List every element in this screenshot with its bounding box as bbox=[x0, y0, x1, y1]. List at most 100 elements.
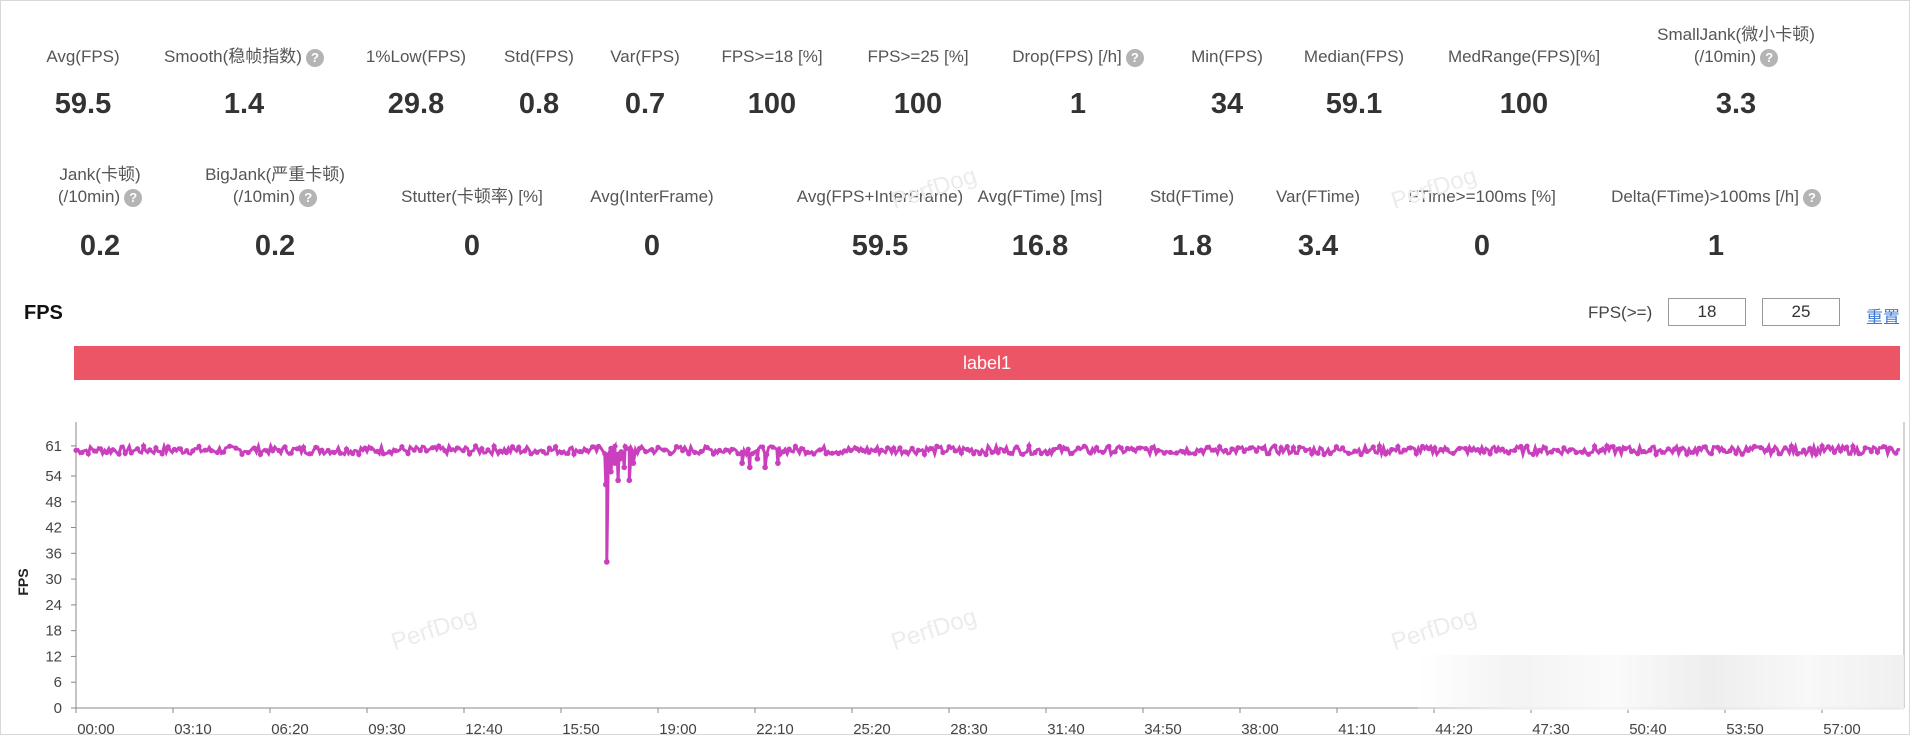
stat-label-unit: (/10min)? bbox=[0, 186, 230, 208]
stat-stats_row2-2: Stutter(卡顿率) [%] 0 bbox=[342, 164, 602, 270]
fps-dip-point bbox=[621, 464, 627, 471]
help-icon[interactable]: ? bbox=[1802, 188, 1821, 207]
fps-point bbox=[1856, 451, 1862, 457]
fps-point bbox=[872, 447, 878, 454]
fps-point bbox=[1813, 451, 1819, 457]
fps-point bbox=[673, 444, 680, 450]
fps-point bbox=[1364, 448, 1370, 454]
fps-point bbox=[1044, 451, 1050, 457]
fps-point bbox=[485, 447, 491, 453]
fps-point bbox=[1450, 450, 1456, 456]
stat-stats_row1-9: Median(FPS) 59.1 bbox=[1224, 24, 1484, 128]
fps-threshold-high-input[interactable] bbox=[1762, 298, 1840, 326]
stat-value: 3.3 bbox=[1715, 88, 1757, 120]
fps-point bbox=[497, 448, 503, 454]
fps-point bbox=[411, 447, 417, 453]
fps-point bbox=[729, 446, 735, 452]
help-icon[interactable]: ? bbox=[1125, 48, 1144, 67]
help-icon[interactable]: ? bbox=[124, 188, 143, 207]
fps-point bbox=[221, 449, 227, 455]
stat-stats_row1-8: Min(FPS) 34 bbox=[1097, 24, 1357, 128]
stat-label: MedRange(FPS)[%] bbox=[1447, 47, 1601, 66]
fps-point bbox=[1124, 445, 1130, 451]
fps-point bbox=[1192, 451, 1198, 457]
fps-point bbox=[1530, 451, 1536, 457]
x-tick-label: 41:10 bbox=[1338, 721, 1376, 735]
x-tick-label: 53:50 bbox=[1726, 721, 1764, 735]
fps-point bbox=[1881, 444, 1887, 450]
reset-button[interactable]: 重置 bbox=[1866, 308, 1900, 327]
stat-value: 100 bbox=[1499, 88, 1549, 120]
stat-stats_row2-5: Avg(FTime) [ms] 16.8 bbox=[910, 164, 1170, 270]
fps-point bbox=[1592, 443, 1598, 449]
fps-point bbox=[686, 451, 692, 457]
y-axis-label: FPS bbox=[15, 568, 31, 595]
fps-threshold-label: FPS(>=) bbox=[1588, 303, 1653, 322]
y-tick-label: 30 bbox=[45, 571, 62, 588]
fps-point bbox=[1229, 446, 1235, 452]
fps-point bbox=[934, 443, 940, 449]
fps-point bbox=[553, 444, 559, 450]
fps-point bbox=[1788, 443, 1794, 449]
fps-point bbox=[1007, 450, 1014, 456]
fps-point bbox=[1549, 449, 1555, 455]
stat-label: Median(FPS) bbox=[1303, 47, 1405, 66]
stat-value: 29.8 bbox=[387, 88, 445, 120]
fps-point bbox=[307, 451, 313, 457]
stat-label: Stutter(卡顿率) [%] bbox=[401, 187, 543, 206]
fps-point bbox=[1100, 449, 1106, 455]
fps-point bbox=[1210, 447, 1216, 453]
stat-label: Var(FPS) bbox=[610, 47, 680, 66]
help-icon[interactable]: ? bbox=[299, 188, 318, 207]
stat-label: BigJank(严重卡顿) bbox=[205, 165, 345, 184]
fps-point bbox=[829, 450, 835, 456]
fps-point bbox=[835, 450, 842, 457]
fps-dip-point bbox=[612, 460, 618, 466]
fps-point bbox=[1278, 445, 1284, 451]
fps-threshold-low-input[interactable] bbox=[1668, 298, 1746, 326]
fps-point bbox=[760, 444, 766, 450]
fps-point bbox=[878, 447, 885, 453]
fps-point bbox=[448, 447, 454, 453]
fps-point bbox=[362, 445, 368, 451]
fps-point bbox=[91, 448, 97, 454]
fps-point bbox=[817, 447, 823, 453]
fps-dip-point bbox=[626, 477, 633, 484]
x-tick-label: 25:20 bbox=[853, 721, 891, 735]
x-tick-label: 06:20 bbox=[271, 721, 309, 735]
fps-point bbox=[1173, 450, 1180, 456]
fps-point bbox=[1506, 450, 1512, 456]
fps-point bbox=[79, 449, 85, 455]
stat-stats_row1-10: MedRange(FPS)[%] 100 bbox=[1394, 24, 1654, 128]
fps-point bbox=[466, 451, 473, 457]
fps-point bbox=[1204, 444, 1210, 450]
fps-point bbox=[184, 448, 190, 454]
stat-value: 0.2 bbox=[79, 230, 121, 262]
fps-point bbox=[104, 449, 110, 456]
stat-label-unit: (/10min)? bbox=[1606, 46, 1866, 68]
fps-point bbox=[159, 451, 165, 457]
stat-value: 59.5 bbox=[54, 88, 112, 120]
stat-value: 0.7 bbox=[624, 88, 666, 120]
fps-point bbox=[1038, 450, 1044, 457]
stat-value: 1 bbox=[1707, 230, 1725, 262]
fps-point bbox=[1764, 447, 1770, 453]
fps-point bbox=[1542, 445, 1548, 451]
help-icon[interactable]: ? bbox=[305, 48, 324, 67]
help-icon[interactable]: ? bbox=[1760, 48, 1779, 67]
fps-point bbox=[1696, 445, 1702, 451]
label-bar[interactable]: label1 bbox=[74, 346, 1900, 380]
fps-point bbox=[134, 446, 141, 452]
fps-point bbox=[1303, 447, 1309, 453]
fps-point bbox=[1721, 447, 1727, 454]
stat-label: Jank(卡顿) bbox=[59, 165, 141, 184]
x-tick-label: 15:50 bbox=[562, 721, 600, 735]
fps-point bbox=[1456, 445, 1462, 451]
stat-value: 0 bbox=[643, 230, 661, 262]
fps-point bbox=[491, 443, 497, 449]
x-tick-label: 28:30 bbox=[950, 721, 988, 735]
fps-point bbox=[430, 445, 436, 451]
fps-point bbox=[1598, 447, 1604, 453]
fps-point bbox=[1235, 445, 1241, 451]
stat-value: 34 bbox=[1210, 88, 1244, 120]
